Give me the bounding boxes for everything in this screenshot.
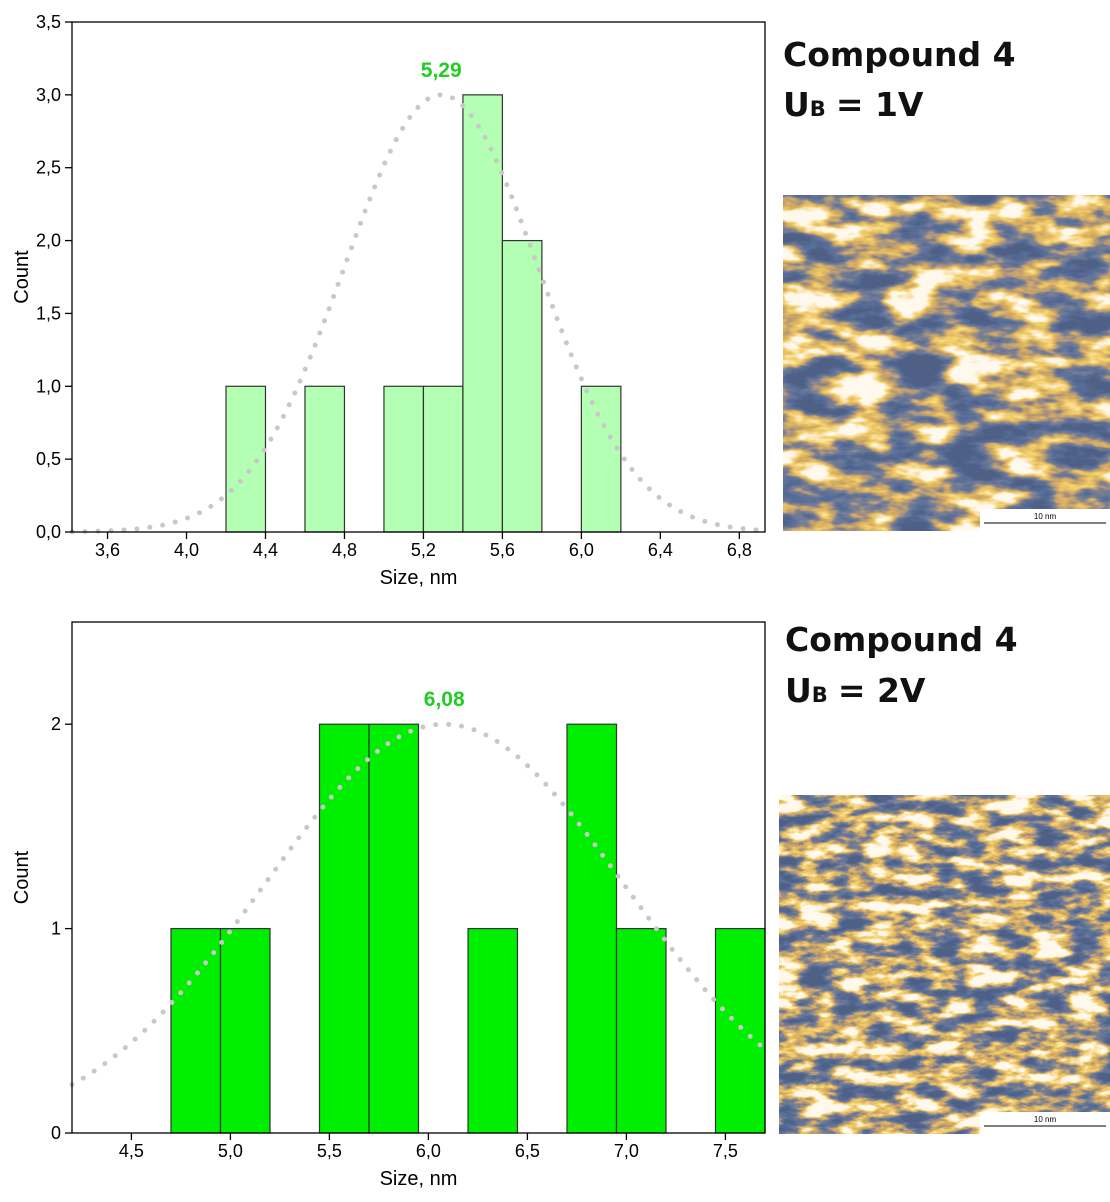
x-tick-label: 5,0 [218,1141,243,1161]
panel-title: Compound 4 [785,620,1018,659]
bias-subscript: B [810,97,826,121]
y-tick-label: 3,5 [36,12,61,32]
bar [225,385,267,533]
bar [383,385,425,533]
bar [501,239,543,533]
bias-symbol: U [785,671,812,710]
stm-image [779,795,1110,1134]
fit-label: 6,08 [424,688,465,711]
bias-subscript: B [812,683,828,707]
scale-bar-bg [980,509,1110,531]
y-tick-label: 1,5 [36,303,61,323]
panel-title: Compound 4 [783,35,1016,74]
bar [422,385,464,533]
x-tick-label: 4,5 [119,1141,144,1161]
x-tick-label: 5,6 [490,540,515,560]
x-tick-label: 5,2 [411,540,436,560]
fit-curve [69,721,768,1088]
bias-label: UB = 2V [785,671,926,710]
y-tick-label: 1 [51,919,61,939]
plot-frame [71,21,766,533]
bias-symbol: U [783,85,810,124]
y-tick-label: 2 [51,714,61,734]
x-tick-label: 7,5 [713,1141,738,1161]
y-tick-label: 2,5 [36,158,61,178]
bar [368,723,420,1134]
bar [714,927,766,1134]
y-tick-label: 3,0 [36,85,61,105]
bias-value: = 1V [836,85,924,124]
bar [467,927,519,1134]
y-axis-label: Count [11,250,33,304]
bar [462,94,504,533]
y-tick-label: 0 [51,1123,61,1143]
fit-curve [69,92,768,535]
bias-value: = 2V [838,671,926,710]
bar [580,385,622,533]
y-axis-label: Count [11,850,33,904]
scale-bar-label: 10 nm [1034,1115,1057,1124]
bar [219,927,271,1134]
x-axis-label: Size, nm [380,1168,458,1190]
y-tick-label: 0,5 [36,449,61,469]
x-tick-label: 6,0 [569,540,594,560]
stm-image [783,195,1110,531]
y-tick-label: 0,0 [36,522,61,542]
bar [170,927,222,1134]
x-tick-label: 6,5 [515,1141,540,1161]
x-tick-label: 6,8 [727,540,752,560]
x-tick-label: 4,8 [332,540,357,560]
x-tick-label: 4,0 [174,540,199,560]
bar [566,723,618,1134]
scale-bar-bg [980,1112,1110,1134]
bar [615,927,667,1134]
x-tick-label: 6,0 [416,1141,441,1161]
x-tick-label: 6,4 [648,540,673,560]
scale-bar-label: 10 nm [1034,512,1057,521]
y-tick-label: 1,0 [36,376,61,396]
fit-label: 5,29 [421,59,462,82]
bar [304,385,346,533]
x-axis-label: Size, nm [380,567,458,589]
bias-label: UB = 1V [783,85,924,124]
bar [318,723,370,1134]
x-tick-label: 3,6 [95,540,120,560]
x-tick-label: 7,0 [614,1141,639,1161]
plot-frame [71,621,766,1134]
x-tick-label: 4,4 [253,540,278,560]
y-tick-label: 2,0 [36,231,61,251]
x-tick-label: 5,5 [317,1141,342,1161]
